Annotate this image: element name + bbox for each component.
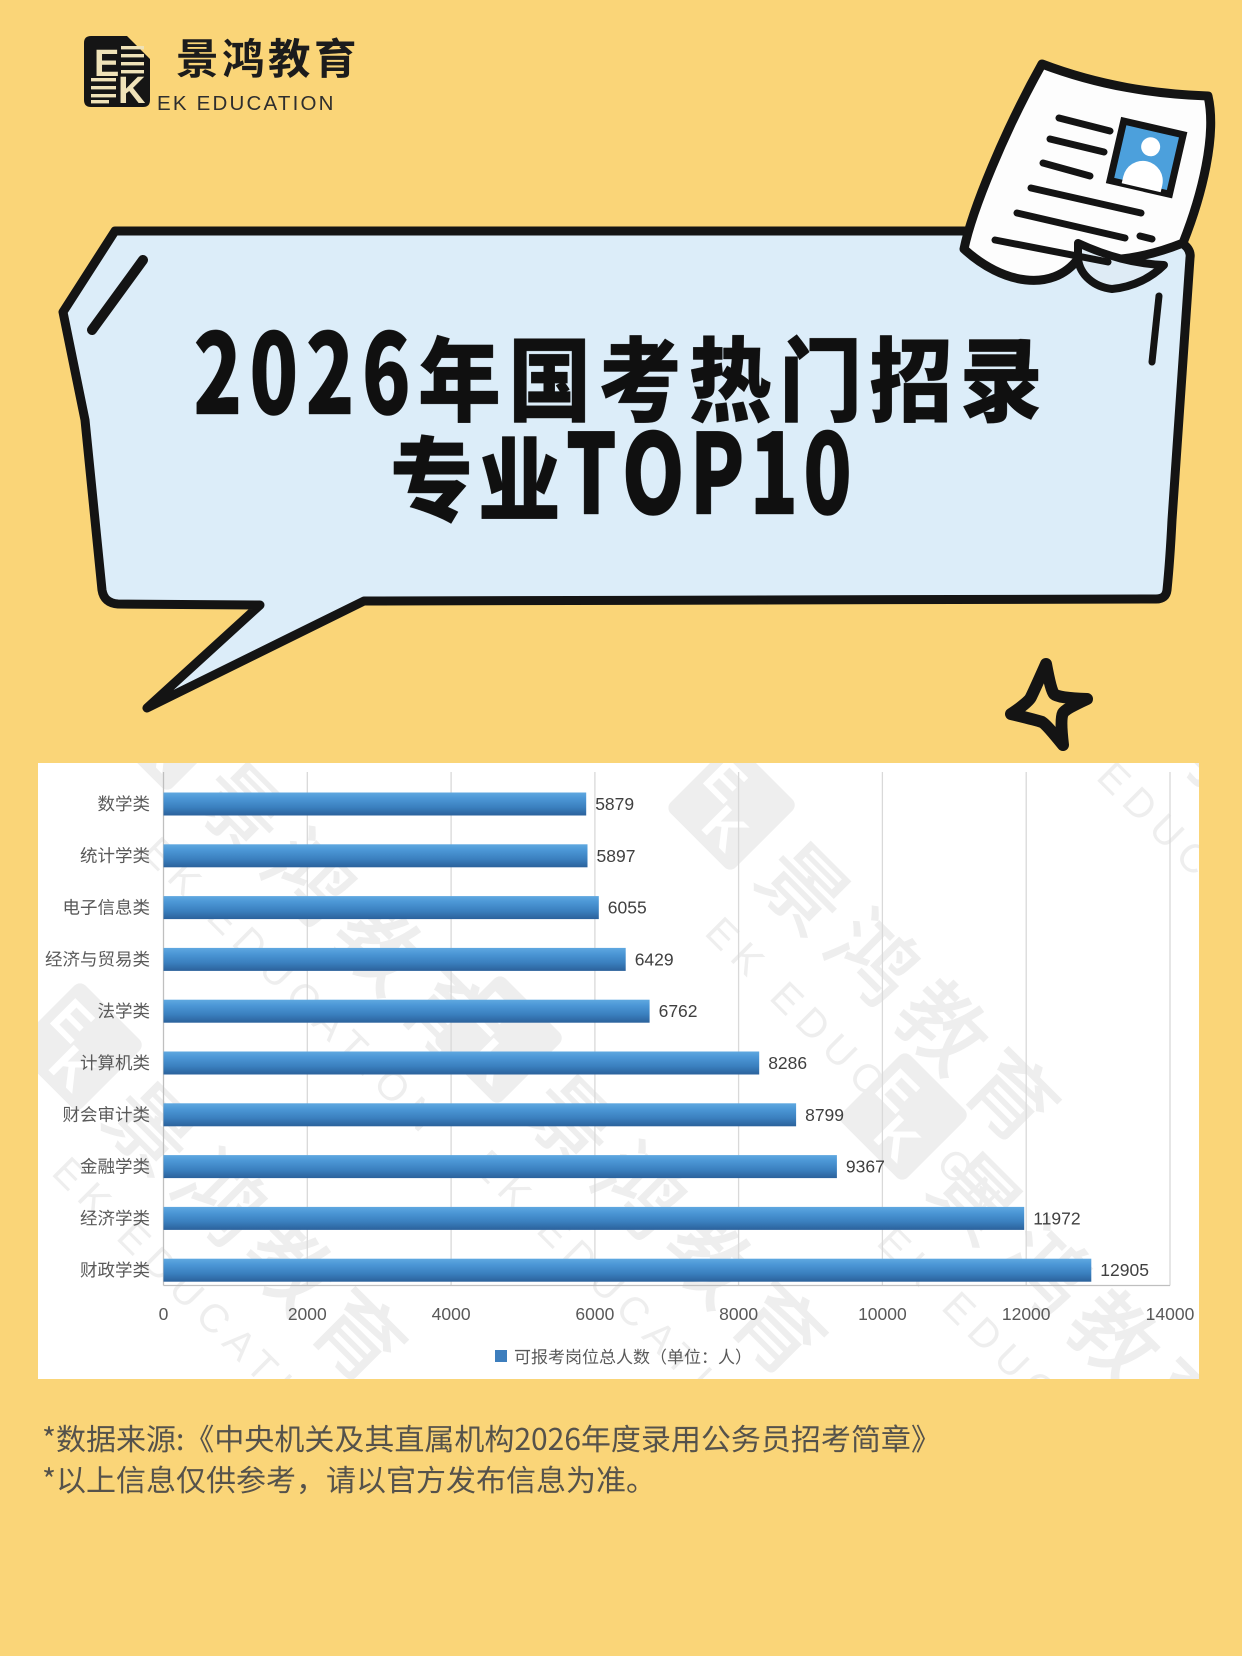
svg-text:12905: 12905 xyxy=(1100,1260,1149,1280)
svg-text:8286: 8286 xyxy=(768,1053,807,1073)
svg-text:5879: 5879 xyxy=(595,794,634,814)
svg-text:2000: 2000 xyxy=(288,1304,327,1324)
svg-text:EK EDUCATION: EK EDUCATION xyxy=(157,92,336,115)
svg-text:14000: 14000 xyxy=(1146,1304,1195,1324)
svg-text:8799: 8799 xyxy=(805,1105,844,1125)
svg-text:6762: 6762 xyxy=(659,1001,698,1021)
svg-text:K: K xyxy=(118,70,146,112)
svg-text:9367: 9367 xyxy=(846,1157,885,1177)
svg-text:5897: 5897 xyxy=(597,846,636,866)
svg-text:12000: 12000 xyxy=(1002,1304,1051,1324)
svg-text:4000: 4000 xyxy=(432,1304,471,1324)
svg-text:11972: 11972 xyxy=(1033,1208,1080,1228)
svg-text:6429: 6429 xyxy=(635,949,674,969)
svg-text:6055: 6055 xyxy=(608,898,647,918)
svg-text:6000: 6000 xyxy=(575,1304,614,1324)
svg-text:0: 0 xyxy=(159,1304,169,1324)
svg-text:10000: 10000 xyxy=(858,1304,907,1324)
svg-text:8000: 8000 xyxy=(719,1304,758,1324)
